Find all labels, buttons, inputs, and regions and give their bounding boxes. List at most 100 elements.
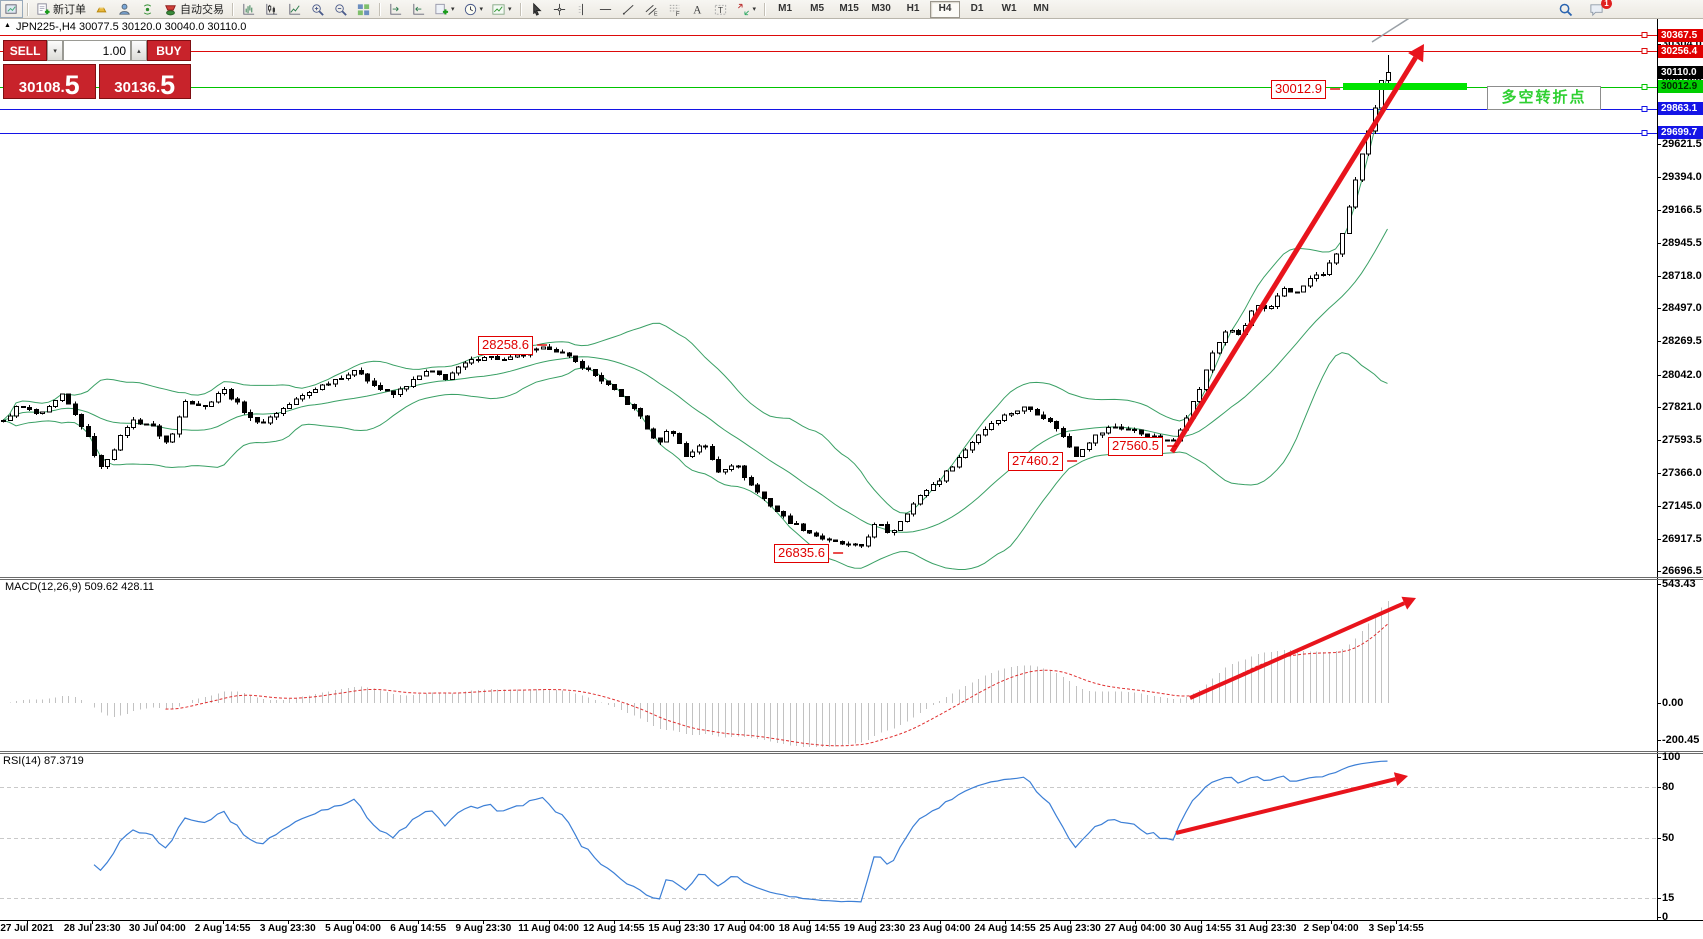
line-chart-button[interactable]	[283, 0, 306, 18]
toolbar-group-4: E F A T ▾	[525, 0, 761, 18]
date-label: 9 Aug 23:30	[455, 923, 512, 934]
rsi-axis-tick: 0	[1662, 911, 1669, 923]
search-icon[interactable]	[1554, 0, 1577, 18]
new-order-button[interactable]: 新订单	[32, 0, 90, 18]
one-click-trading-panel: SELL ▾ ▴ BUY 30108.5 30136.5	[3, 40, 191, 99]
sell-price-frac: 5	[64, 70, 80, 100]
market-gold-button[interactable]	[90, 0, 113, 18]
periods-button[interactable]: ▾	[459, 0, 488, 18]
chart-window-icon[interactable]	[0, 0, 23, 18]
chat-notifications-icon[interactable]: 1	[1585, 0, 1612, 18]
vertical-line-tool-button[interactable]	[571, 0, 594, 18]
volume-input[interactable]	[63, 40, 131, 61]
timeframe-group: M1 M5 M15 M30 H1 H4 D1 W1 MN	[769, 0, 1057, 18]
trade-panel-prices: 30108. 5 30136. 5	[3, 64, 191, 99]
toolbar-separator	[232, 2, 233, 16]
price-annotation-30012.9[interactable]: 30012.9	[1271, 80, 1326, 99]
fibonacci-tool-button[interactable]: F	[663, 0, 686, 18]
crosshair-tool-button[interactable]	[548, 0, 571, 18]
text-label-tool-button[interactable]: T	[709, 0, 732, 18]
price-axis-tick: 27366.0	[1662, 467, 1702, 480]
toolbar-group-0	[0, 0, 23, 18]
date-label: 19 Aug 23:30	[843, 923, 906, 934]
rsi-gridlines	[0, 787, 1657, 899]
timeframe-M15[interactable]: M15	[839, 2, 859, 14]
zoom-out-button[interactable]	[329, 0, 352, 18]
cursor-tool-button[interactable]	[525, 0, 548, 18]
price-axis-tick: 26917.5	[1662, 532, 1702, 545]
new-order-button-label: 新订单	[53, 4, 86, 16]
text-tool-button[interactable]: A	[686, 0, 709, 18]
date-label: 27 Aug 04:00	[1104, 923, 1167, 934]
chart-shift-button[interactable]	[407, 0, 430, 18]
price-annotation-26835.6[interactable]: 26835.6	[774, 544, 829, 563]
timeframe-M5[interactable]: M5	[810, 2, 825, 14]
add-indicator-button[interactable]: ▾	[430, 0, 459, 18]
price-tag-30367.5: 30367.5	[1658, 28, 1703, 42]
symbol-direction-icon: ▲	[4, 22, 11, 29]
timeframe-W1[interactable]: W1	[1001, 2, 1017, 14]
timeframe-H1[interactable]: H1	[906, 2, 920, 14]
date-label: 2 Aug 14:55	[194, 923, 251, 934]
buy-button[interactable]: BUY	[146, 40, 191, 61]
toolbar-separator	[764, 2, 766, 16]
price-tag-30012.9: 30012.9	[1658, 80, 1703, 94]
toolbar-separator	[519, 2, 521, 16]
date-label: 2 Sep 04:00	[1303, 923, 1359, 934]
candlesticks[interactable]	[1, 54, 1391, 548]
price-tag-30110: 30110.0	[1658, 66, 1703, 80]
turning-point-highlight-bar[interactable]	[1343, 83, 1467, 90]
sell-price-button[interactable]: 30108. 5	[3, 64, 96, 99]
macd-axis-tick: 543.43	[1662, 578, 1696, 590]
date-label: 31 Aug 23:30	[1235, 923, 1297, 934]
rsi-axis-tick: 50	[1662, 832, 1675, 844]
timeframe-M1[interactable]: M1	[778, 2, 793, 14]
price-axis-tick: 27593.5	[1662, 434, 1702, 447]
svg-text:T: T	[717, 4, 722, 14]
bollinger-bands[interactable]	[2, 74, 1388, 570]
price-annotation-28258.6[interactable]: 28258.6	[478, 336, 533, 355]
timeframe-M30[interactable]: M30	[871, 2, 891, 14]
arrows-tool-button[interactable]: ▾	[732, 0, 761, 18]
equidistant-channel-tool-button[interactable]: E	[640, 0, 663, 18]
rsi-axis-tick: 80	[1662, 781, 1675, 793]
rsi-indicator-label: RSI(14) 87.3719	[3, 755, 84, 767]
timeframe-MN[interactable]: MN	[1033, 2, 1049, 14]
date-label: 6 Aug 14:55	[390, 923, 447, 934]
price-annotation-27560.5[interactable]: 27560.5	[1108, 437, 1163, 456]
tile-windows-button[interactable]	[352, 0, 375, 18]
community-button[interactable]	[113, 0, 136, 18]
bollinger-upper-band	[2, 74, 1388, 514]
timeframe-H4[interactable]: H4	[930, 0, 961, 18]
date-label: 23 Aug 04:00	[909, 923, 971, 934]
price-annotation-27460.2[interactable]: 27460.2	[1008, 452, 1063, 471]
bull-bear-turning-point-label[interactable]: 多空转折点	[1487, 86, 1601, 110]
sell-button[interactable]: SELL	[3, 40, 48, 61]
trendline-tool-button[interactable]	[617, 0, 640, 18]
buy-price-frac: 5	[160, 70, 176, 100]
toolbar-right: 1	[1554, 0, 1612, 18]
bar-chart-button[interactable]	[237, 0, 260, 18]
price-axis-tick: 29394.0	[1662, 171, 1702, 184]
date-label: 25 Aug 23:30	[1039, 923, 1101, 934]
bollinger-middle-band	[2, 228, 1388, 533]
auto-scroll-button[interactable]	[384, 0, 407, 18]
volume-decrease-button[interactable]: ▾	[47, 40, 63, 61]
sell-price-dot: .	[60, 79, 65, 96]
volume-increase-button[interactable]: ▴	[131, 40, 147, 61]
candlestick-chart-button[interactable]	[260, 0, 283, 18]
zoom-in-button[interactable]	[306, 0, 329, 18]
buy-price-button[interactable]: 30136. 5	[98, 64, 191, 100]
toolbar-group-3: ▾ ▾ ▾	[384, 0, 516, 18]
templates-button[interactable]: ▾	[487, 0, 516, 18]
trend-arrows[interactable]	[537, 6, 1428, 835]
signals-button[interactable]	[136, 0, 159, 18]
horizontal-line-tool-button[interactable]	[594, 0, 617, 18]
auto-trading-button[interactable]: 自动交易	[159, 0, 228, 18]
price-axis-tick: 27821.0	[1662, 401, 1702, 413]
timeframe-D1[interactable]: D1	[970, 2, 984, 14]
price-tag-30256.4: 30256.4	[1658, 44, 1703, 58]
toolbar: 新订单 自动交易 ▾ ▾ ▾ E F A T ▾ M1 M5 M15 M30 H1 H4 D1 W1 MN 1	[0, 0, 1703, 19]
